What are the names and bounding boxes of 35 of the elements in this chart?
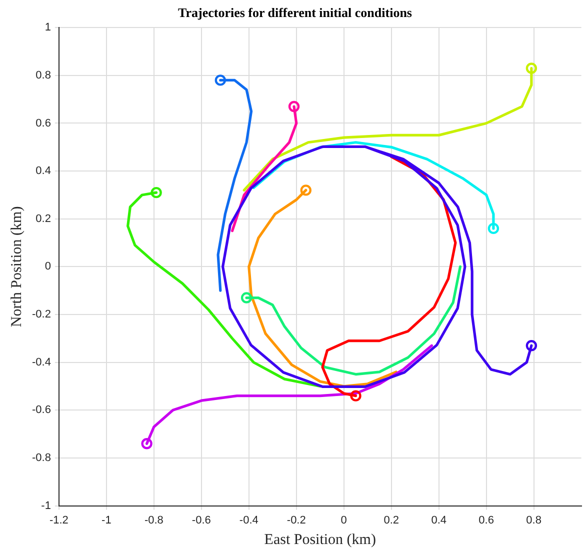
y-tick-label: -1 xyxy=(41,500,51,512)
point xyxy=(141,438,152,450)
y-tick-label: 0.6 xyxy=(36,117,51,130)
y-tick-label: -0.2 xyxy=(32,308,51,321)
x-tick-label: -0.8 xyxy=(144,514,164,526)
y-tick-label: 0 xyxy=(44,260,51,273)
y-tick-label: 0.4 xyxy=(36,165,51,178)
x-tick-label: -0.6 xyxy=(192,514,211,526)
x-tick-label: -1.2 xyxy=(49,514,68,526)
y-tick-label: 1 xyxy=(44,22,51,34)
point xyxy=(526,340,538,352)
y-tick-label: 0.2 xyxy=(36,212,51,225)
x-tick-label: 0.2 xyxy=(384,514,400,526)
point xyxy=(300,184,312,196)
point xyxy=(240,292,252,304)
y-tick-label: 0.8 xyxy=(36,69,51,82)
x-tick-label: 0.8 xyxy=(526,514,542,526)
point xyxy=(488,222,500,234)
chart-title: Trajectories for different initial conditions xyxy=(178,5,412,20)
point xyxy=(214,74,226,86)
x-tick-label: 0.4 xyxy=(431,514,446,526)
x-tick-label: 0 xyxy=(340,514,347,526)
x-tick-label: -1 xyxy=(102,514,112,526)
point xyxy=(350,390,362,402)
x-tick-label: -0.2 xyxy=(286,514,306,526)
y-tick-label: -0.6 xyxy=(32,404,51,416)
point xyxy=(526,62,538,74)
y-tick-label: -0.4 xyxy=(32,356,51,368)
point xyxy=(288,100,300,112)
x-tick-label: 0.6 xyxy=(478,514,494,526)
x-tick-label: -0.4 xyxy=(239,514,258,526)
point xyxy=(150,186,162,198)
y-axis-title: North Position (km) xyxy=(8,206,25,328)
y-tick-label: -0.8 xyxy=(32,452,51,464)
x-axis-title: East Position (km) xyxy=(264,532,376,548)
